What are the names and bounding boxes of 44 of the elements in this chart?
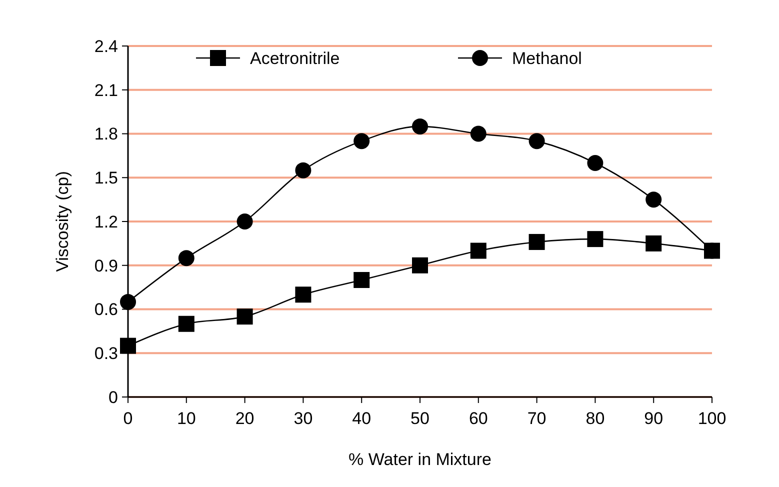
y-tick-label: 1.5 (94, 168, 118, 188)
y-tick-label: 2.4 (94, 36, 118, 56)
point (528, 234, 545, 250)
point (412, 257, 428, 274)
x-tick-label: 70 (527, 409, 546, 428)
point (178, 250, 194, 266)
y-tick-label: 1.2 (94, 212, 118, 232)
point (178, 316, 194, 332)
point (470, 242, 486, 259)
x-tick-label: 40 (352, 409, 372, 428)
x-tick-label: 80 (586, 409, 605, 428)
point (120, 294, 136, 310)
point (236, 214, 253, 230)
point (295, 162, 312, 178)
point (528, 133, 545, 150)
point (587, 155, 604, 171)
x-tick-label: 30 (294, 409, 313, 428)
x-axis-title: % Water in Mixture (348, 450, 492, 469)
legend-label: Methanol (512, 48, 582, 68)
x-tick-label: 90 (644, 409, 664, 428)
y-tick-label: 0.3 (94, 344, 118, 364)
point (646, 235, 662, 252)
x-tick-label: 20 (235, 409, 254, 428)
legend-label: Acetronitrile (250, 48, 340, 68)
point (354, 133, 370, 150)
point (470, 126, 486, 142)
y-tick-label: 0.6 (94, 300, 118, 320)
x-tick-label: 0 (123, 409, 133, 428)
x-tick-label: 10 (176, 409, 196, 428)
point (412, 118, 428, 134)
x-tick-label: 50 (410, 409, 430, 428)
x-tick-label: 60 (468, 409, 488, 428)
x-tick-label: 100 (698, 409, 726, 428)
y-axis-title: Viscosity (cp) (53, 171, 72, 272)
point (587, 231, 604, 248)
point (295, 286, 312, 303)
y-tick-label: 0 (108, 388, 118, 407)
point (646, 192, 662, 208)
point (120, 338, 136, 354)
y-tick-label: 1.8 (94, 124, 118, 144)
point (236, 308, 253, 325)
point (354, 272, 370, 288)
y-tick-label: 2.1 (94, 80, 118, 100)
y-tick-label: 0.9 (94, 256, 118, 276)
